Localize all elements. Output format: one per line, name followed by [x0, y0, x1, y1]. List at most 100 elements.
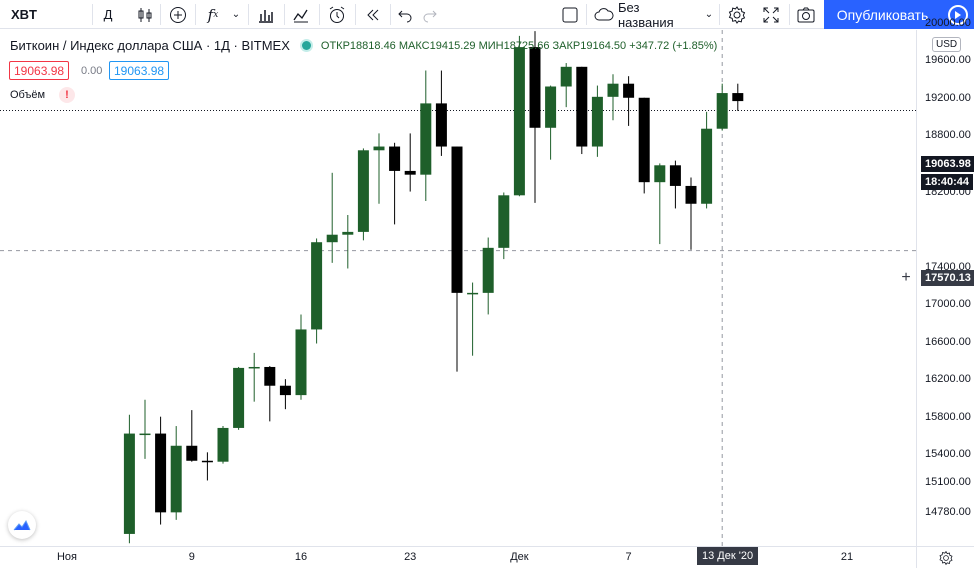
candle-body: [451, 146, 463, 293]
price-tick-label: 18800.00: [925, 129, 971, 142]
toolbar-divider: [355, 4, 356, 25]
time-tick-label: 16: [294, 551, 308, 563]
candle-body: [716, 93, 728, 129]
time-tick-label: 23: [404, 551, 417, 563]
templates-icon[interactable]: [253, 0, 279, 29]
change-value: +347.72 (+1.85%): [629, 39, 718, 52]
chart-legend: Биткоин / Индекс доллара США · 1Д · BITM…: [10, 38, 717, 53]
price-chart[interactable]: [0, 30, 916, 546]
interval-button[interactable]: Д: [103, 7, 113, 22]
snapshot-icon[interactable]: [793, 0, 819, 29]
tradingview-logo-icon[interactable]: [8, 511, 36, 539]
crosshair-date-tag: 13 Дек '20: [697, 547, 759, 565]
candle-body: [186, 445, 198, 461]
time-tick-label: 7: [625, 551, 632, 563]
candle-body: [155, 433, 167, 513]
close-label: ЗАКР: [552, 39, 581, 52]
symbol-search-button[interactable]: XBT: [11, 7, 37, 22]
alert-icon[interactable]: [324, 0, 350, 29]
plus-icon[interactable]: +: [901, 269, 911, 286]
spread-value: 0.00: [81, 64, 103, 77]
candle-body: [389, 146, 401, 171]
price-tick-label: 16200.00: [925, 373, 971, 386]
sell-price-button[interactable]: 19063.98: [9, 61, 70, 80]
settings-icon[interactable]: [724, 0, 750, 29]
candle-body: [591, 96, 603, 147]
replay-icon[interactable]: [360, 0, 386, 29]
candle-body: [201, 460, 213, 463]
price-tick-label: 19200.00: [925, 91, 971, 104]
volume-indicator-label[interactable]: Объём: [10, 89, 46, 101]
last-price-tag: 19063.98: [921, 156, 974, 172]
candle-body: [529, 47, 541, 128]
layout-icon[interactable]: [558, 0, 582, 29]
candle-body: [373, 146, 385, 151]
layout-name-button[interactable]: Без названия: [618, 0, 674, 30]
candle-body: [217, 427, 229, 462]
publish-button[interactable]: Опубликовать: [824, 0, 941, 29]
candle-body: [654, 165, 666, 183]
toolbar-divider: [789, 4, 790, 25]
candle-body: [170, 445, 182, 513]
grid-layout-icon[interactable]: [288, 0, 314, 29]
toolbar-divider: [160, 4, 161, 25]
buy-price-button[interactable]: 19063.98: [109, 61, 170, 80]
undo-icon[interactable]: [393, 0, 417, 29]
candle-body: [326, 234, 338, 243]
price-tick-label: 20000.00: [925, 16, 971, 29]
price-tick-label: 14780.00: [925, 506, 971, 519]
fullscreen-icon[interactable]: [758, 0, 784, 29]
price-tick-label: 15400.00: [925, 448, 971, 461]
price-tick-label: 17400.00: [925, 260, 971, 273]
candle-body: [638, 97, 650, 183]
candle-body: [233, 367, 245, 428]
candle-body: [295, 329, 307, 396]
candle-body: [123, 433, 135, 534]
toolbar-divider: [284, 4, 285, 25]
warning-icon[interactable]: !: [59, 87, 75, 103]
countdown-tag: 18:40:44: [921, 174, 974, 190]
candle-body: [482, 247, 494, 293]
chevron-down-icon[interactable]: ⌄: [231, 9, 241, 20]
cloud-icon[interactable]: [592, 0, 616, 29]
price-tick-label: 15100.00: [925, 476, 971, 489]
candle-body: [576, 66, 588, 147]
candle-body: [685, 185, 697, 204]
market-status-icon[interactable]: [301, 41, 311, 50]
play-icon[interactable]: [941, 0, 974, 29]
currency-badge[interactable]: USD: [932, 37, 962, 52]
candle-body: [420, 103, 432, 175]
legend-title[interactable]: Биткоин / Индекс доллара США · 1Д · BITM…: [10, 38, 290, 53]
candle-body: [311, 242, 323, 330]
toolbar-divider: [248, 4, 249, 25]
chevron-down-icon[interactable]: ⌄: [704, 9, 714, 20]
candle-body: [560, 66, 572, 87]
time-axis[interactable]: [0, 546, 916, 568]
candle-body: [498, 195, 510, 248]
candle-body: [357, 150, 369, 232]
candle-body: [139, 433, 151, 436]
candle-body: [623, 83, 635, 98]
time-tick-label: 21: [840, 551, 854, 563]
candle-body: [264, 366, 276, 386]
toolbar-divider: [195, 4, 196, 25]
candle-body: [732, 93, 744, 102]
chart-settings-gear-icon[interactable]: [916, 546, 974, 568]
high-label: МАКС: [398, 39, 430, 52]
redo-icon[interactable]: [418, 0, 442, 29]
candle-body: [435, 103, 447, 147]
toolbar-divider: [92, 4, 93, 25]
toolbar-divider: [586, 4, 587, 25]
add-compare-icon[interactable]: [165, 0, 191, 29]
candle-body: [607, 83, 619, 97]
crosshair-price-tag: 17570.13: [921, 270, 974, 286]
candles-icon[interactable]: [132, 0, 158, 29]
candle-body: [701, 128, 713, 204]
price-axis[interactable]: [916, 30, 974, 546]
price-tick-label: 19600.00: [925, 54, 971, 67]
ohlc-values: ОТКР18818.46 МАКС19415.29 МИН18725.66 ЗА…: [321, 40, 717, 52]
candle-body: [513, 47, 525, 196]
candle-body: [248, 366, 260, 369]
